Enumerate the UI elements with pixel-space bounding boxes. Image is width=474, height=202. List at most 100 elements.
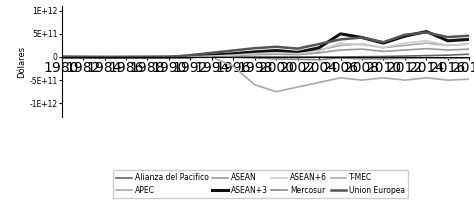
ASEAN+6 bbox=[102, 56, 108, 58]
ASEAN+3 bbox=[188, 56, 193, 58]
ASEAN bbox=[295, 54, 301, 56]
T-MEC bbox=[423, 77, 429, 79]
T-MEC bbox=[402, 79, 408, 81]
ASEAN+6 bbox=[123, 56, 129, 58]
Mercosur bbox=[102, 56, 108, 58]
Union Europea bbox=[209, 52, 215, 54]
T-MEC bbox=[102, 56, 108, 58]
Mercosur bbox=[359, 58, 365, 60]
Union Europea bbox=[252, 47, 257, 49]
Union Europea bbox=[80, 56, 86, 58]
Mercosur bbox=[295, 58, 301, 61]
APEC bbox=[402, 44, 408, 47]
Mercosur bbox=[466, 57, 472, 59]
ASEAN+6 bbox=[80, 56, 86, 58]
Line: Union Europea: Union Europea bbox=[62, 33, 469, 57]
Union Europea bbox=[230, 49, 236, 52]
Union Europea bbox=[402, 34, 408, 36]
T-MEC bbox=[252, 84, 257, 86]
Mercosur bbox=[166, 56, 172, 58]
Alianza del Pacifico bbox=[359, 56, 365, 58]
Alianza del Pacifico bbox=[381, 55, 386, 58]
Line: ASEAN: ASEAN bbox=[62, 49, 469, 57]
ASEAN bbox=[337, 49, 343, 51]
ASEAN+3 bbox=[209, 54, 215, 56]
ASEAN bbox=[402, 49, 408, 51]
Alianza del Pacifico bbox=[273, 56, 279, 58]
Union Europea bbox=[123, 56, 129, 58]
Alianza del Pacifico bbox=[145, 56, 150, 58]
Mercosur bbox=[59, 56, 64, 58]
ASEAN+6 bbox=[188, 56, 193, 58]
ASEAN bbox=[80, 56, 86, 58]
APEC bbox=[273, 51, 279, 54]
Line: Mercosur: Mercosur bbox=[62, 57, 469, 60]
ASEAN bbox=[123, 56, 129, 58]
T-MEC bbox=[209, 56, 215, 58]
ASEAN+3 bbox=[445, 40, 451, 42]
T-MEC bbox=[273, 90, 279, 93]
ASEAN bbox=[209, 55, 215, 58]
ASEAN+3 bbox=[466, 38, 472, 41]
Alianza del Pacifico bbox=[295, 56, 301, 58]
T-MEC bbox=[123, 56, 129, 58]
Mercosur bbox=[80, 56, 86, 58]
Mercosur bbox=[273, 58, 279, 60]
Union Europea bbox=[102, 56, 108, 59]
Union Europea bbox=[381, 41, 386, 43]
ASEAN+6 bbox=[381, 46, 386, 49]
Mercosur bbox=[230, 56, 236, 58]
Mercosur bbox=[337, 57, 343, 59]
ASEAN+3 bbox=[359, 36, 365, 39]
APEC bbox=[445, 44, 451, 47]
Union Europea bbox=[337, 38, 343, 41]
Line: ASEAN+6: ASEAN+6 bbox=[62, 41, 469, 57]
Alianza del Pacifico bbox=[80, 56, 86, 58]
Mercosur bbox=[445, 57, 451, 60]
T-MEC bbox=[59, 56, 64, 58]
ASEAN bbox=[466, 48, 472, 50]
ASEAN+3 bbox=[423, 30, 429, 33]
APEC bbox=[123, 56, 129, 58]
APEC bbox=[166, 56, 172, 58]
ASEAN+3 bbox=[252, 51, 257, 53]
ASEAN+6 bbox=[466, 43, 472, 45]
ASEAN+3 bbox=[145, 56, 150, 58]
Mercosur bbox=[423, 57, 429, 59]
ASEAN bbox=[145, 56, 150, 58]
APEC bbox=[337, 44, 343, 47]
ASEAN bbox=[102, 56, 108, 58]
Alianza del Pacifico bbox=[230, 56, 236, 58]
ASEAN bbox=[273, 53, 279, 55]
T-MEC bbox=[381, 77, 386, 79]
Line: Alianza del Pacifico: Alianza del Pacifico bbox=[62, 54, 469, 57]
Y-axis label: Dólares: Dólares bbox=[18, 45, 27, 78]
ASEAN+3 bbox=[337, 33, 343, 35]
Alianza del Pacifico bbox=[445, 54, 451, 56]
ASEAN+6 bbox=[230, 54, 236, 56]
T-MEC bbox=[295, 86, 301, 88]
Union Europea bbox=[316, 43, 322, 45]
Union Europea bbox=[359, 36, 365, 39]
Alianza del Pacifico bbox=[337, 56, 343, 58]
Alianza del Pacifico bbox=[316, 56, 322, 58]
T-MEC bbox=[80, 56, 86, 58]
ASEAN+3 bbox=[123, 56, 129, 58]
Line: ASEAN+3: ASEAN+3 bbox=[62, 32, 469, 57]
Union Europea bbox=[423, 31, 429, 34]
APEC bbox=[316, 49, 322, 51]
APEC bbox=[381, 46, 386, 49]
APEC bbox=[230, 54, 236, 56]
Legend: Alianza del Pacifico, APEC, ASEAN, ASEAN+3, ASEAN+6, Mercosur, T-MEC, Union Euro: Alianza del Pacifico, APEC, ASEAN, ASEAN… bbox=[113, 170, 408, 198]
Mercosur bbox=[402, 57, 408, 60]
APEC bbox=[102, 56, 108, 58]
ASEAN bbox=[230, 54, 236, 57]
Union Europea bbox=[273, 46, 279, 48]
ASEAN bbox=[59, 56, 64, 58]
ASEAN+6 bbox=[166, 56, 172, 58]
Union Europea bbox=[166, 56, 172, 58]
Mercosur bbox=[123, 56, 129, 58]
Alianza del Pacifico bbox=[466, 53, 472, 55]
Alianza del Pacifico bbox=[209, 56, 215, 58]
Alianza del Pacifico bbox=[123, 56, 129, 58]
